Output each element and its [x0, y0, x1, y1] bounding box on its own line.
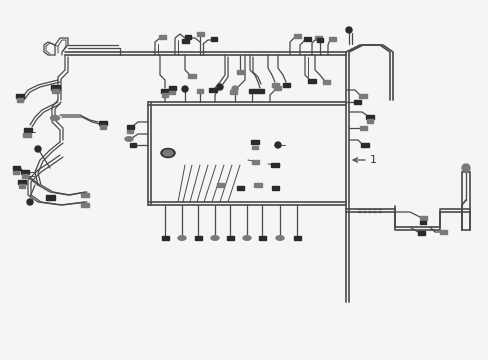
Circle shape	[35, 146, 41, 152]
Bar	[256, 89, 264, 93]
Bar	[366, 119, 372, 123]
Bar	[316, 38, 323, 42]
Bar	[21, 170, 29, 174]
Bar	[208, 88, 217, 92]
Bar	[18, 180, 26, 184]
Bar	[161, 89, 169, 93]
Bar	[23, 133, 31, 137]
Circle shape	[217, 84, 223, 90]
Bar	[168, 86, 175, 90]
Bar	[358, 94, 366, 98]
Bar	[229, 90, 236, 94]
Bar	[161, 236, 168, 240]
Bar	[45, 194, 54, 199]
Bar	[216, 183, 223, 187]
Bar	[236, 70, 243, 74]
Bar	[236, 186, 243, 190]
Bar	[22, 174, 28, 178]
Bar	[100, 125, 106, 129]
Bar	[271, 83, 278, 87]
Bar	[81, 203, 89, 207]
Bar	[439, 230, 446, 234]
Bar	[419, 220, 425, 224]
Bar	[417, 231, 424, 235]
Bar	[17, 98, 23, 102]
Bar	[181, 39, 188, 43]
Circle shape	[274, 142, 281, 148]
Ellipse shape	[125, 137, 133, 141]
Bar	[99, 121, 107, 125]
Bar	[187, 74, 196, 78]
Text: 1: 1	[369, 155, 376, 165]
Bar	[360, 143, 368, 147]
Bar	[307, 79, 315, 83]
Bar	[419, 216, 426, 220]
Bar	[126, 125, 133, 129]
Bar	[365, 115, 373, 119]
Bar	[81, 193, 89, 197]
Bar	[258, 236, 265, 240]
Bar	[194, 236, 201, 240]
Bar	[328, 37, 335, 41]
Bar	[250, 140, 259, 144]
Bar	[16, 94, 24, 98]
Bar	[273, 86, 280, 90]
Ellipse shape	[50, 116, 60, 121]
Bar	[50, 85, 60, 90]
Circle shape	[182, 86, 187, 92]
Bar	[51, 89, 59, 93]
Bar	[169, 90, 174, 94]
Bar	[13, 171, 19, 174]
Circle shape	[231, 86, 238, 92]
Ellipse shape	[163, 150, 173, 156]
Bar	[210, 37, 217, 41]
Ellipse shape	[275, 236, 284, 240]
Bar	[130, 143, 136, 147]
Bar	[353, 100, 360, 104]
Ellipse shape	[243, 236, 250, 240]
Bar	[322, 80, 329, 84]
Bar	[197, 89, 203, 93]
Circle shape	[461, 164, 469, 172]
Circle shape	[27, 199, 33, 205]
Circle shape	[346, 27, 351, 33]
Bar	[303, 37, 310, 41]
Bar	[253, 183, 262, 187]
Bar	[293, 236, 300, 240]
Bar	[19, 184, 25, 188]
Bar	[226, 236, 233, 240]
Bar	[271, 186, 278, 190]
Ellipse shape	[178, 236, 185, 240]
Bar	[293, 34, 300, 38]
Bar	[162, 93, 168, 97]
Bar	[127, 130, 132, 132]
Bar	[158, 35, 165, 39]
Ellipse shape	[161, 149, 175, 158]
Bar	[248, 89, 255, 93]
Ellipse shape	[210, 236, 219, 240]
Bar	[184, 35, 191, 39]
Bar	[359, 126, 366, 130]
Bar	[314, 36, 321, 40]
Bar	[24, 128, 32, 132]
Bar	[251, 145, 258, 149]
Bar	[461, 172, 469, 230]
Bar	[282, 83, 289, 87]
Bar	[196, 32, 203, 36]
Bar	[13, 166, 20, 170]
Bar	[251, 160, 258, 164]
Bar	[270, 163, 279, 167]
